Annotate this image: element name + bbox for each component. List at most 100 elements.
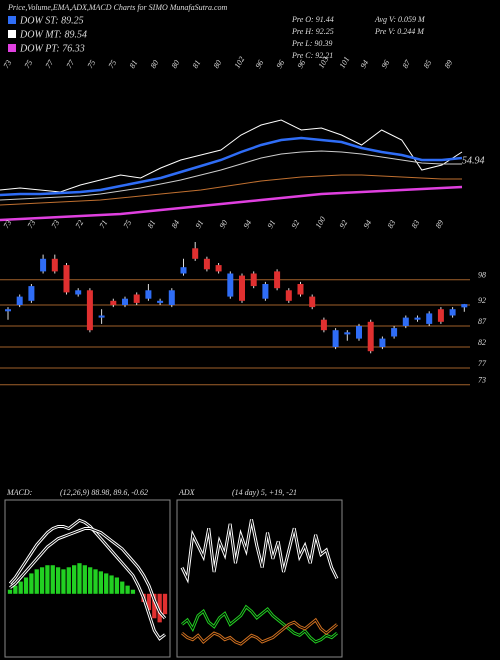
bottom-label: 91 xyxy=(194,218,206,229)
bottom-label: 73 xyxy=(2,218,14,229)
bottom-label: 71 xyxy=(98,218,110,229)
ema-line xyxy=(0,185,463,222)
candle-body xyxy=(110,300,117,305)
candle-body xyxy=(356,326,362,339)
candle-body xyxy=(344,332,351,335)
stat: Pre C: 92.21 xyxy=(291,51,333,60)
indicator-line-core xyxy=(9,528,166,619)
top-label: 96 xyxy=(380,58,392,69)
y-tick-label: 92 xyxy=(478,296,486,305)
histogram-bar xyxy=(61,569,66,594)
legend-swatch xyxy=(8,44,16,52)
top-label: 75 xyxy=(23,58,35,69)
bottom-label: 73 xyxy=(50,218,62,229)
y-tick-label: 87 xyxy=(478,317,487,326)
ema-line xyxy=(0,136,463,197)
top-label: 89 xyxy=(443,58,455,69)
histogram-bar xyxy=(72,565,77,594)
indicator-line-core xyxy=(181,619,338,645)
histogram-bar xyxy=(88,567,93,594)
candle-body xyxy=(437,309,444,322)
bottom-label: 100 xyxy=(314,215,328,230)
histogram-bar xyxy=(152,593,157,619)
histogram-bar xyxy=(66,567,71,594)
candle-body xyxy=(309,296,316,308)
legend-label: DOW MT: 89.54 xyxy=(19,29,87,40)
ema-line xyxy=(0,150,462,201)
candle-body xyxy=(40,258,47,272)
candle-body xyxy=(63,265,70,293)
stat: Pre O: 91.44 xyxy=(291,15,334,24)
top-label: 75 xyxy=(86,58,98,69)
bottom-label: 92 xyxy=(290,218,302,229)
indicator-line xyxy=(181,604,338,644)
candle-body xyxy=(285,290,292,301)
ema-line xyxy=(0,174,462,206)
top-label: 94 xyxy=(359,58,371,69)
candle-body xyxy=(75,290,82,295)
top-label: 102 xyxy=(233,55,247,70)
histogram-bar xyxy=(146,593,152,611)
legend-label: DOW PT: 76.33 xyxy=(19,43,85,54)
indicator-line-core xyxy=(181,519,338,581)
candle-body xyxy=(320,319,327,331)
panel-title: ADX xyxy=(178,488,196,497)
candle-body xyxy=(51,258,58,272)
candle-body xyxy=(168,290,175,305)
candle-body xyxy=(192,248,199,259)
histogram-bar xyxy=(39,567,45,594)
top-label: 80 xyxy=(212,58,224,69)
histogram-bar xyxy=(130,589,136,594)
histogram-bar xyxy=(55,567,61,594)
stat: Pre V: 0.244 M xyxy=(374,27,425,36)
stat: Pre H: 92.25 xyxy=(291,27,334,36)
legend-label: DOW ST: 89.25 xyxy=(19,15,84,26)
bottom-label: 94 xyxy=(242,218,254,229)
candle-body xyxy=(203,258,210,270)
histogram-bar xyxy=(7,589,13,594)
bottom-label: 84 xyxy=(170,218,182,229)
y-tick-label: 77 xyxy=(478,359,487,368)
histogram-bar xyxy=(18,581,23,594)
candle-body xyxy=(215,265,222,272)
histogram-bar xyxy=(125,585,130,594)
ema-line xyxy=(0,119,463,193)
y-tick-label: 73 xyxy=(478,376,486,385)
candle-body xyxy=(250,273,257,287)
top-label: 77 xyxy=(65,58,77,70)
y-tick-label: 98 xyxy=(478,271,486,280)
legend-swatch xyxy=(8,30,16,38)
top-label: 73 xyxy=(2,58,14,69)
bottom-label: 73 xyxy=(26,218,38,229)
top-label: 96 xyxy=(296,58,308,69)
histogram-bar xyxy=(120,581,125,594)
candle-body xyxy=(426,313,433,324)
page-title: Price,Volume,EMA,ADX,MACD Charts for SIM… xyxy=(7,3,228,12)
histogram-bar xyxy=(109,575,114,594)
candle-body xyxy=(28,286,35,301)
candle-body xyxy=(379,338,386,347)
bottom-label: 83 xyxy=(386,218,398,229)
candle-body xyxy=(461,304,468,308)
histogram-bar xyxy=(104,573,109,594)
candle-body xyxy=(332,330,339,347)
histogram-bar xyxy=(50,565,55,594)
candle-body xyxy=(449,309,456,316)
top-label: 85 xyxy=(422,58,434,69)
bottom-label: 83 xyxy=(410,218,422,229)
panel-subtitle: (14 day) 5, +19, -21 xyxy=(232,488,297,497)
top-label: 81 xyxy=(191,58,203,69)
candle-body xyxy=(16,296,23,305)
frames xyxy=(4,499,343,658)
candle-body xyxy=(5,309,11,312)
candle-body xyxy=(122,298,128,305)
candle-body xyxy=(227,273,234,297)
candle-body xyxy=(262,284,269,299)
adx-frame xyxy=(176,499,343,658)
histogram-bar xyxy=(157,593,162,623)
stat: Avg V: 0.059 M xyxy=(374,15,426,24)
bottom-label: 72 xyxy=(74,218,86,229)
histogram-bar xyxy=(98,571,103,594)
top-label: 96 xyxy=(275,58,287,69)
